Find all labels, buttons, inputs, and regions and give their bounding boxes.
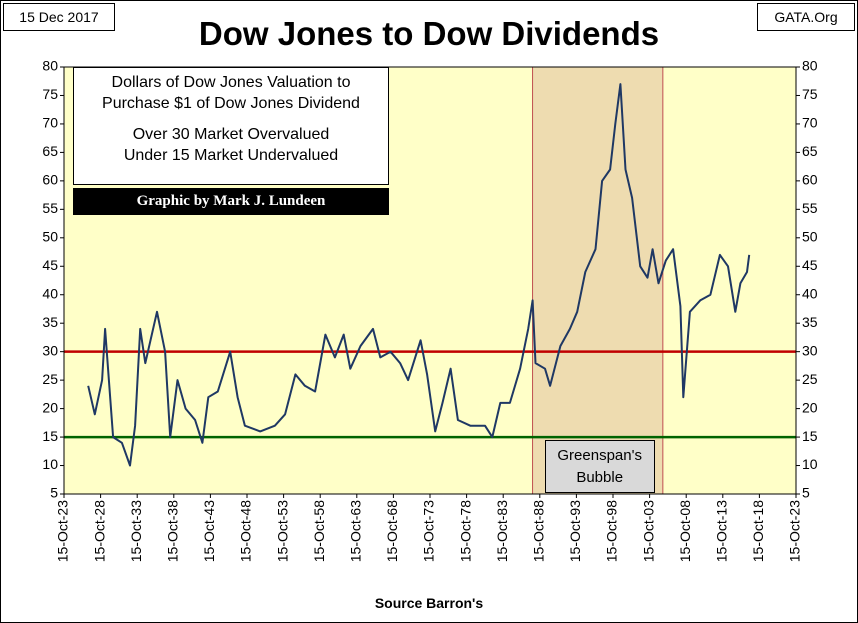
y-tick-label: 45 bbox=[42, 257, 58, 273]
y2-tick-label: 80 bbox=[802, 58, 818, 74]
y-tick-label: 10 bbox=[42, 456, 58, 472]
x-tick-label: 15-Oct-93 bbox=[567, 500, 583, 562]
date: 15 Dec 2017 bbox=[19, 9, 99, 25]
x-tick-label: 15-Oct-83 bbox=[494, 500, 510, 562]
annotation: Dollars of Dow Jones Valuation to bbox=[111, 74, 351, 91]
y2-tick-label: 25 bbox=[802, 371, 818, 387]
x-tick-label: 15-Oct-73 bbox=[421, 500, 437, 562]
site-box: GATA.Org bbox=[757, 3, 855, 31]
y2-tick-label: 75 bbox=[802, 86, 818, 102]
date-box: 15 Dec 2017 bbox=[3, 3, 115, 31]
y-tick-label: 80 bbox=[42, 58, 58, 74]
annotation: Under 15 Market Undervalued bbox=[123, 147, 339, 164]
y2-tick-label: 15 bbox=[802, 428, 818, 444]
y2-tick-label: 40 bbox=[802, 285, 818, 301]
x-tick-label: 15-Oct-23 bbox=[55, 500, 71, 562]
x-tick-label: 15-Oct-38 bbox=[165, 500, 181, 562]
y2-tick-label: 65 bbox=[802, 143, 818, 159]
annotation-box: Dollars of Dow Jones Valuation to Purcha… bbox=[73, 67, 389, 185]
y-tick-label: 40 bbox=[42, 285, 58, 301]
x-tick-label: 15-Oct-33 bbox=[128, 500, 144, 562]
y-tick-label: 15 bbox=[42, 428, 58, 444]
x-tick-label: 15-Oct-98 bbox=[604, 500, 620, 562]
credit: Graphic by Mark J. Lundeen bbox=[73, 188, 389, 215]
y2-tick-label: 5 bbox=[802, 485, 810, 501]
y-tick-label: 50 bbox=[42, 229, 58, 245]
y-tick-label: 20 bbox=[42, 399, 58, 415]
y-tick-label: 75 bbox=[42, 86, 58, 102]
x-tick-label: 15-Oct-28 bbox=[91, 500, 107, 562]
chart-title: Dow Jones to Dow Dividends bbox=[198, 15, 660, 52]
y2-tick-label: 70 bbox=[802, 115, 818, 131]
x-tick-label: 15-Oct-63 bbox=[348, 500, 364, 562]
site: GATA.Org bbox=[774, 9, 838, 25]
y-tick-label: 65 bbox=[42, 143, 58, 159]
y-tick-label: 35 bbox=[42, 314, 58, 330]
y-tick-label: 55 bbox=[42, 200, 58, 216]
y-tick-label: 60 bbox=[42, 172, 58, 188]
x-tick-label: 15-Oct-03 bbox=[640, 500, 656, 562]
x-tick-label: 15-Oct-58 bbox=[311, 500, 327, 562]
x-tick-label: 15-Oct-23 bbox=[787, 500, 803, 562]
y2-tick-label: 55 bbox=[802, 200, 818, 216]
y2-tick-label: 45 bbox=[802, 257, 818, 273]
x-tick-label: 15-Oct-18 bbox=[750, 500, 766, 562]
shade-label: Greenspan's Bubble bbox=[544, 440, 655, 493]
x-tick-label: 15-Oct-43 bbox=[201, 500, 217, 562]
y-tick-label: 70 bbox=[42, 115, 58, 131]
y-tick-label: 30 bbox=[42, 342, 58, 358]
data-line bbox=[87, 83, 751, 467]
annotation: Purchase $1 of Dow Jones Dividend bbox=[102, 95, 360, 112]
x-tick-label: 15-Oct-08 bbox=[677, 500, 693, 562]
annotation: Over 30 Market Overvalued bbox=[132, 126, 330, 143]
x-tick-label: 15-Oct-78 bbox=[457, 500, 473, 562]
x-axis-label: Source Barron's bbox=[374, 595, 484, 611]
y-tick-label: 5 bbox=[50, 485, 58, 501]
x-tick-label: 15-Oct-13 bbox=[714, 500, 730, 562]
y2-tick-label: 10 bbox=[802, 456, 818, 472]
x-tick-label: 15-Oct-53 bbox=[274, 500, 290, 562]
y2-tick-label: 20 bbox=[802, 399, 818, 415]
y2-tick-label: 30 bbox=[802, 342, 818, 358]
x-tick-label: 15-Oct-48 bbox=[238, 500, 254, 562]
x-tick-label: 15-Oct-88 bbox=[531, 500, 547, 562]
x-tick-label: 15-Oct-68 bbox=[384, 500, 400, 562]
y-tick-label: 25 bbox=[42, 371, 58, 387]
shade-region bbox=[532, 66, 664, 495]
y2-tick-label: 60 bbox=[802, 172, 818, 188]
y2-tick-label: 35 bbox=[802, 314, 818, 330]
y2-tick-label: 50 bbox=[802, 229, 818, 245]
